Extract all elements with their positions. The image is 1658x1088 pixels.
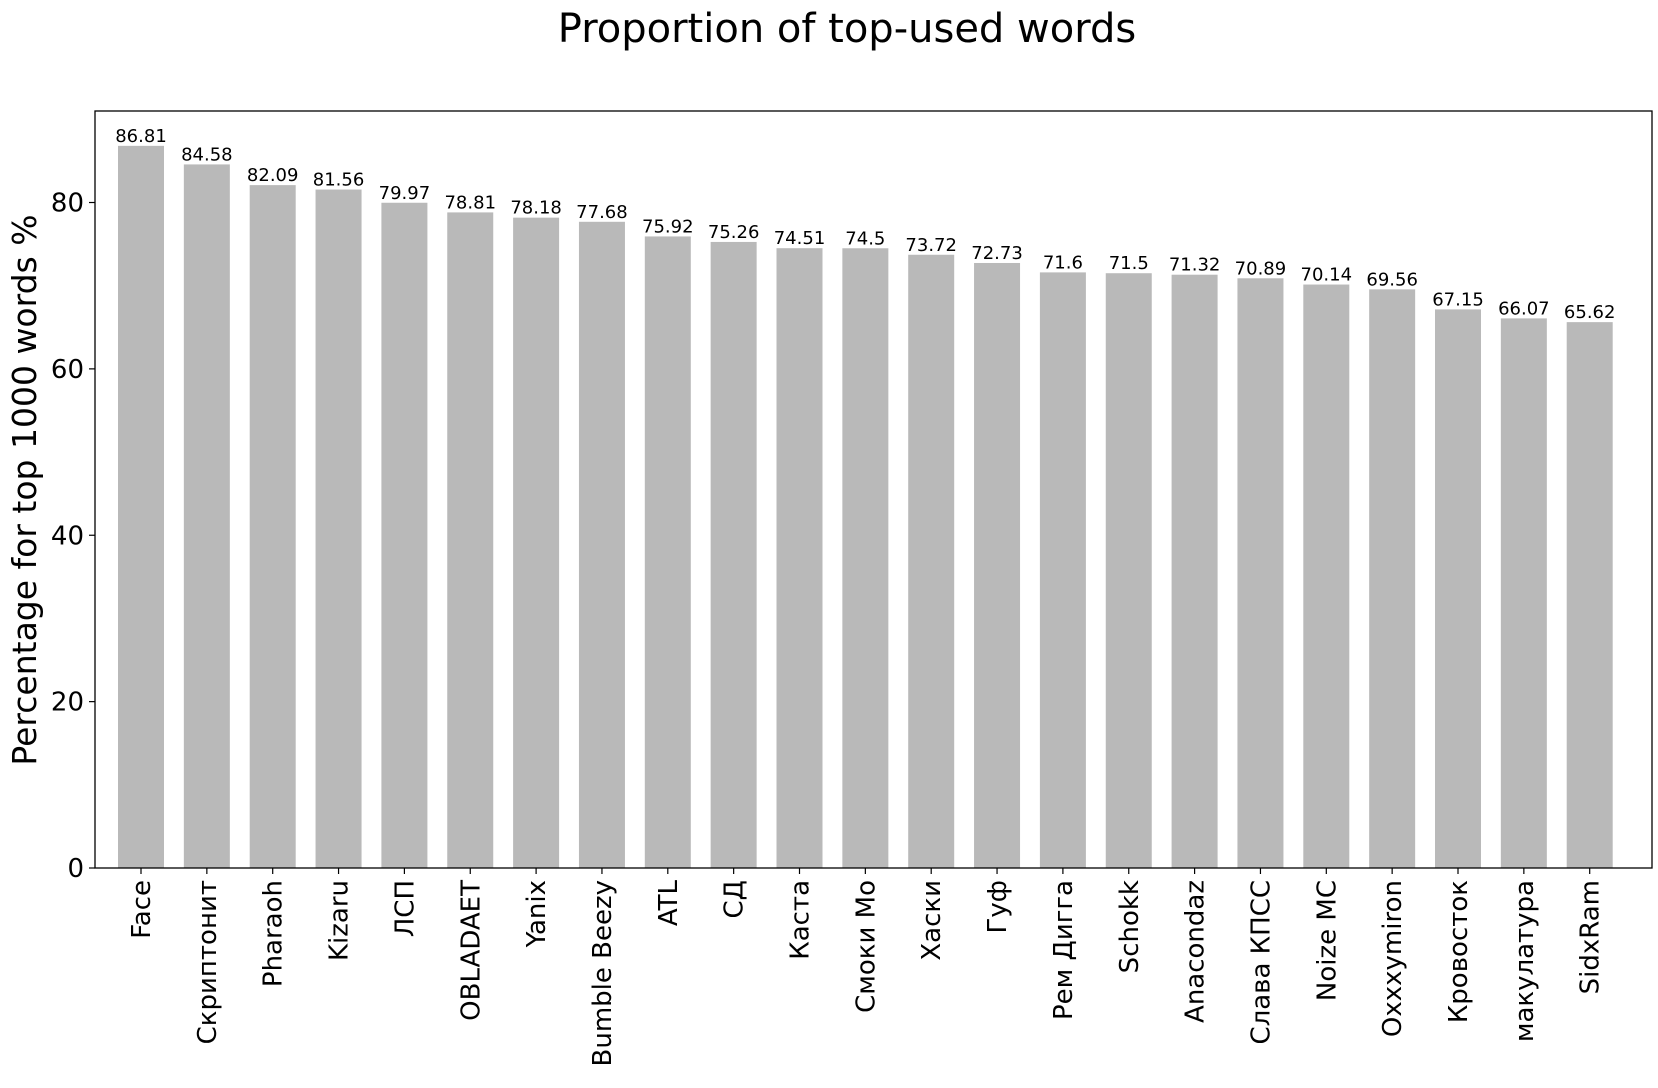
bar-value-label: 84.58	[181, 144, 233, 165]
bar	[578, 221, 625, 869]
x-tick-label: Anacondaz	[1181, 880, 1211, 1023]
bar	[776, 248, 823, 868]
x-tick-label: макулатура	[1510, 880, 1540, 1042]
bar-value-label: 71.5	[1109, 253, 1149, 274]
bar	[974, 262, 1021, 869]
x-tick-label: Kizaru	[325, 880, 355, 961]
bar-value-label: 75.92	[642, 216, 694, 237]
y-axis-label: Percentage for top 1000 words %	[5, 214, 44, 765]
x-tick-label: ATL	[654, 879, 684, 926]
x-tick-label: OBLADAET	[456, 880, 486, 1021]
y-axis: 0 20 40 60 80	[51, 189, 95, 884]
x-tick-label: Кровосток	[1444, 880, 1474, 1023]
x-tick-label: Скриптонит	[193, 880, 223, 1044]
bar-value-label: 86.81	[115, 126, 167, 147]
plot-frame	[94, 110, 1653, 869]
bar	[908, 254, 955, 868]
bar-value-label: 65.62	[1564, 302, 1616, 323]
bar	[1039, 272, 1086, 868]
bar-value-label: 78.18	[510, 198, 562, 219]
x-tick-label: Хаски	[917, 880, 947, 961]
x-tick-label: Смоки Мо	[851, 880, 881, 1013]
bar	[1369, 289, 1416, 869]
bar	[644, 236, 691, 868]
y-tick-label: 80	[51, 189, 84, 219]
x-tick-label: СД	[720, 880, 750, 918]
bar	[842, 248, 889, 868]
y-tick-label: 40	[51, 521, 84, 551]
x-tick-label: Гуф	[983, 880, 1013, 933]
bar-value-label: 73.72	[905, 235, 957, 256]
bar-value-label: 77.68	[576, 202, 628, 223]
x-tick-label: ЛСП	[390, 880, 420, 937]
x-tick-label: Слава КПСС	[1246, 880, 1276, 1045]
bar-value-label: 66.07	[1498, 298, 1550, 319]
data-labels-layer: 86.81 84.58 82.09 81.56 79.97 78.81 78.18 77.68…	[115, 126, 1615, 323]
x-tick-label: Oxxxymiron	[1378, 880, 1408, 1037]
bar-value-label: 67.15	[1432, 289, 1484, 310]
bar	[710, 241, 757, 868]
bar	[1566, 322, 1613, 868]
bar	[118, 145, 164, 869]
bar-value-label: 71.32	[1169, 255, 1221, 276]
x-tick-label: Pharaoh	[259, 880, 289, 987]
y-tick-label: 0	[67, 854, 84, 884]
bar	[513, 217, 560, 868]
bar	[1105, 273, 1152, 869]
bar-value-label: 71.6	[1043, 252, 1083, 273]
bars-layer	[118, 145, 1613, 869]
bar-value-label: 69.56	[1366, 269, 1418, 290]
x-tick-label: Рем Дигга	[1049, 880, 1079, 1020]
bar-value-label: 70.14	[1301, 265, 1353, 286]
y-tick-label: 60	[51, 355, 84, 385]
bar-value-label: 82.09	[247, 165, 299, 186]
bar	[183, 164, 230, 868]
x-tick-label: Yanix	[522, 880, 552, 948]
x-tick-label: Noize MC	[1312, 880, 1342, 1001]
x-tick-label: Schokk	[1115, 880, 1145, 973]
chart-title: Proportion of top-used words	[558, 6, 1136, 52]
bar-value-label: 74.5	[845, 228, 885, 249]
bar-value-label: 70.89	[1235, 258, 1287, 279]
bar-value-label: 81.56	[313, 170, 365, 191]
bar	[381, 202, 428, 868]
x-tick-label: SidxRam	[1576, 880, 1606, 994]
bar	[249, 185, 296, 868]
bar-value-label: 75.26	[708, 222, 760, 243]
bar	[447, 212, 494, 868]
bar-value-label: 78.81	[444, 192, 496, 213]
bar	[315, 189, 362, 868]
x-tick-label: Каста	[786, 880, 816, 960]
bar	[1237, 278, 1284, 868]
x-axis: Face Скриптонит Pharaoh Kizaru ЛСП OBLADAET Ya…	[127, 868, 1606, 1067]
x-tick-label: Bumble Beezy	[588, 880, 618, 1067]
y-tick-label: 20	[51, 688, 84, 718]
bar	[1435, 309, 1481, 868]
bar-value-label: 79.97	[379, 183, 431, 204]
bar-value-label: 72.73	[971, 243, 1023, 264]
bar	[1500, 318, 1547, 868]
x-tick-label: Face	[127, 880, 157, 939]
bar	[1303, 284, 1350, 868]
bar-value-label: 74.51	[774, 228, 826, 249]
bar	[1171, 274, 1218, 869]
